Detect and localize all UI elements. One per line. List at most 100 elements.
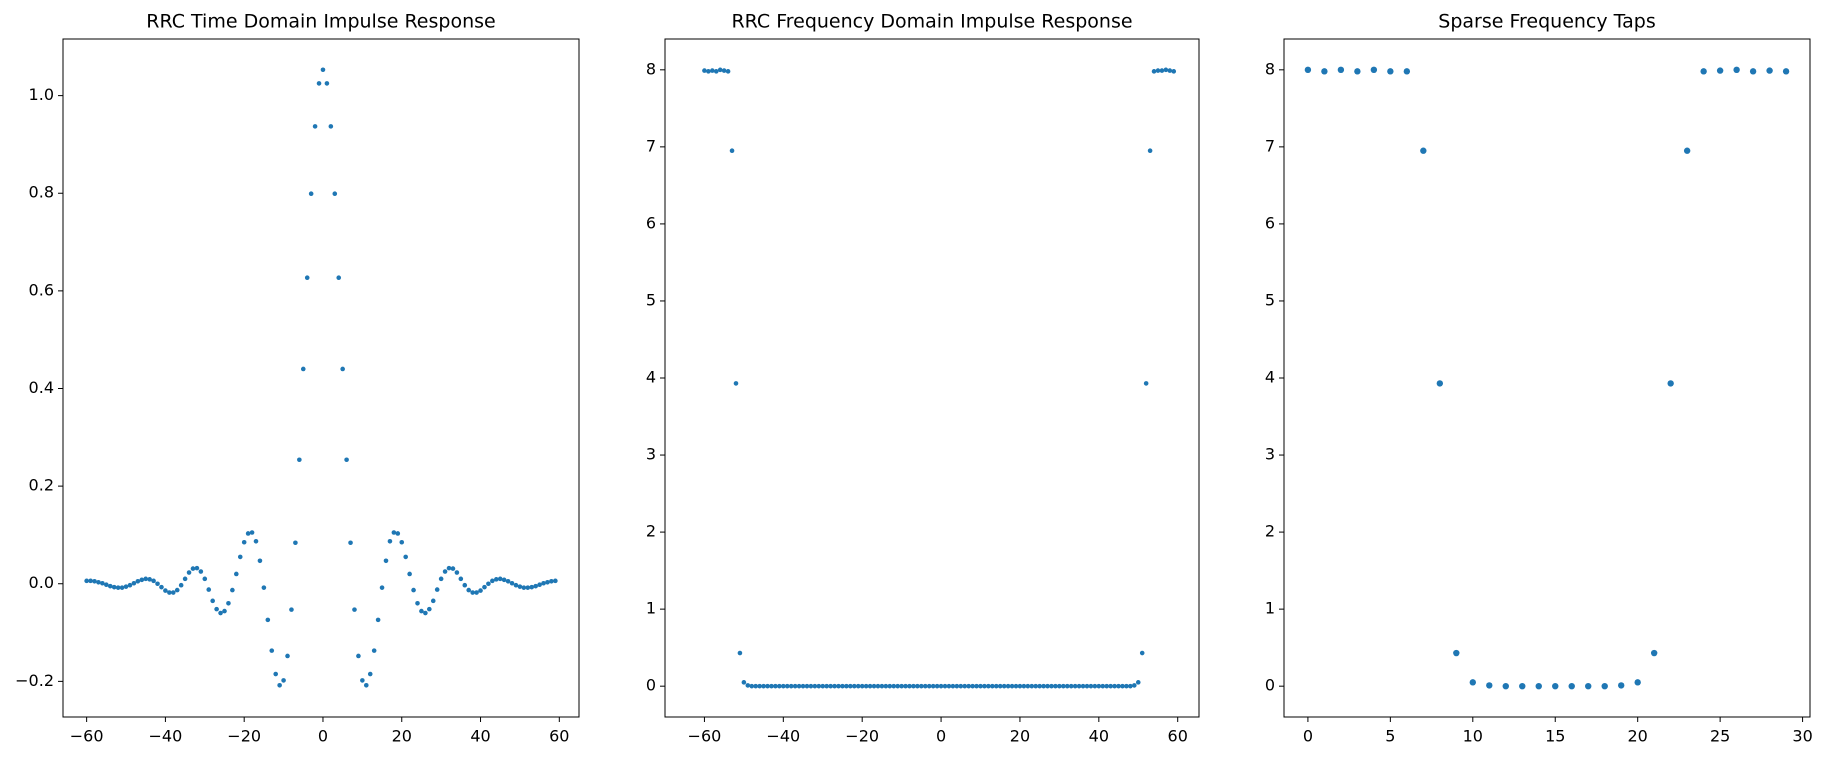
point [1163,67,1169,73]
chart-title: Sparse Frequency Taps [1438,11,1655,33]
point [1700,68,1707,75]
point [411,587,416,593]
point [717,67,723,73]
point [1053,683,1058,689]
point [1420,147,1427,154]
point [702,68,707,73]
point [1120,683,1125,689]
point [387,538,393,544]
point [757,683,762,689]
point [415,600,420,606]
point [104,582,109,588]
point [1552,682,1559,690]
point [1084,683,1090,689]
point [1486,682,1493,689]
point [1568,682,1575,690]
y-tick-label: 3 [646,445,656,464]
point [226,600,231,606]
point [1061,683,1066,689]
point [978,683,983,689]
y-tick-label: 0.6 [29,280,54,299]
point [474,590,479,595]
point [174,587,180,593]
x-tick-label: 5 [1385,727,1395,746]
point [1104,683,1110,689]
point [1088,683,1094,689]
x-tick-label: 25 [1710,727,1730,746]
point [997,683,1003,689]
point [753,683,759,689]
y-tick-label: 1 [646,599,656,618]
point [107,583,113,589]
point [371,648,377,653]
point [891,683,897,689]
point [261,585,267,590]
point [88,578,93,584]
x-tick-label: −20 [845,727,879,746]
point [792,683,798,689]
point [155,581,160,587]
point [942,683,948,689]
point [360,678,365,683]
point [1017,683,1023,689]
point [812,683,818,689]
point [450,566,456,571]
axes-frame [62,38,580,718]
point [395,531,401,536]
point [899,683,904,689]
point [84,578,89,584]
point [737,650,743,656]
point [1124,683,1129,689]
point [729,148,735,154]
y-tick-label: 0.8 [29,183,54,202]
point [836,683,841,689]
y-tick-label: 6 [1265,213,1275,232]
point [289,607,294,612]
point [367,671,373,677]
point [131,580,137,586]
point [1502,682,1509,690]
point [1132,683,1137,688]
point [863,683,869,689]
point [517,584,523,589]
point [777,683,782,689]
point [210,598,215,604]
x-tick-label: 10 [1463,727,1483,746]
point [1013,683,1019,689]
x-tick-label: −20 [227,727,261,746]
point [761,683,766,689]
y-tick-label: 7 [646,136,656,155]
point [537,582,542,588]
point [182,576,188,582]
point [549,579,554,584]
point [1143,381,1149,386]
point [493,577,499,582]
point [442,569,448,574]
point [1001,683,1007,689]
x-tick-label: 20 [392,727,412,746]
point [1049,683,1054,689]
point [1033,683,1039,689]
y-tick-label: 0 [1265,676,1275,695]
point [206,587,212,592]
axes-frame [1283,38,1811,718]
x-tick-label: 60 [549,727,569,746]
point [363,682,369,688]
point [541,580,546,586]
point [1057,683,1062,689]
point [135,579,141,584]
x-tick-label: 0 [318,727,328,746]
point [769,683,774,689]
point [257,558,263,564]
point [1159,68,1165,73]
point [1068,683,1074,689]
x-tick-label: 0 [1303,727,1313,746]
point [1021,683,1027,689]
point [356,653,361,659]
point [430,598,436,604]
point [222,608,227,614]
point [525,585,531,590]
point [1585,682,1592,690]
x-tick-label: −60 [70,727,104,746]
point [1667,380,1674,387]
